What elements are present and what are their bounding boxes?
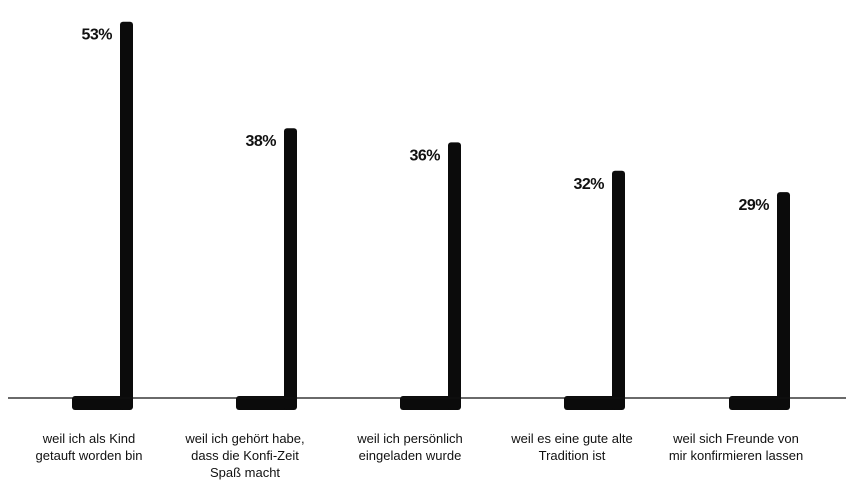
category-label-3-line-1: weil ich persönlich bbox=[356, 431, 463, 446]
bar-3 bbox=[448, 142, 461, 410]
bar-base-3 bbox=[400, 396, 454, 410]
value-label-5: 29% bbox=[738, 197, 769, 214]
value-label-4: 32% bbox=[573, 176, 604, 193]
bar-1 bbox=[120, 21, 133, 410]
bars-layer bbox=[72, 21, 790, 410]
value-labels-layer: 53% 38% 36% 32% 29% bbox=[81, 27, 769, 214]
category-label-3: weil ich persönlich eingeladen wurde bbox=[356, 431, 463, 463]
category-label-5: weil sich Freunde von mir konfirmieren la… bbox=[669, 431, 803, 463]
category-label-5-line-2: mir konfirmieren lassen bbox=[669, 448, 803, 463]
bar-5 bbox=[777, 192, 790, 410]
category-label-2-line-1: weil ich gehört habe, bbox=[184, 431, 304, 446]
value-label-2: 38% bbox=[245, 133, 276, 150]
bar-base-5 bbox=[729, 396, 783, 410]
category-label-5-line-1: weil sich Freunde von bbox=[672, 431, 799, 446]
value-label-1: 53% bbox=[81, 27, 112, 44]
category-label-1-line-1: weil ich als Kind bbox=[42, 431, 136, 446]
category-labels-layer: weil ich als Kind getauft worden binweil … bbox=[36, 431, 804, 480]
category-label-2: weil ich gehört habe, dass die Konfi-Zeit… bbox=[184, 431, 304, 480]
category-label-4-line-1: weil es eine gute alte bbox=[510, 431, 632, 446]
category-label-1: weil ich als Kind getauft worden bin bbox=[36, 431, 143, 463]
category-label-2-line-3: Spaß macht bbox=[210, 465, 280, 480]
bar-base-4 bbox=[564, 396, 618, 410]
bar-4 bbox=[612, 170, 625, 410]
category-label-1-line-2: getauft worden bin bbox=[36, 448, 143, 463]
bar-base-2 bbox=[236, 396, 290, 410]
category-label-4-line-2: Tradition ist bbox=[539, 448, 606, 463]
bar-2 bbox=[284, 128, 297, 410]
category-label-4: weil es eine gute alte Tradition ist bbox=[510, 431, 632, 463]
bar-base-1 bbox=[72, 396, 126, 410]
category-label-2-line-2: dass die Konfi-Zeit bbox=[191, 448, 299, 463]
value-label-3: 36% bbox=[409, 147, 440, 164]
category-label-3-line-2: eingeladen wurde bbox=[359, 448, 462, 463]
